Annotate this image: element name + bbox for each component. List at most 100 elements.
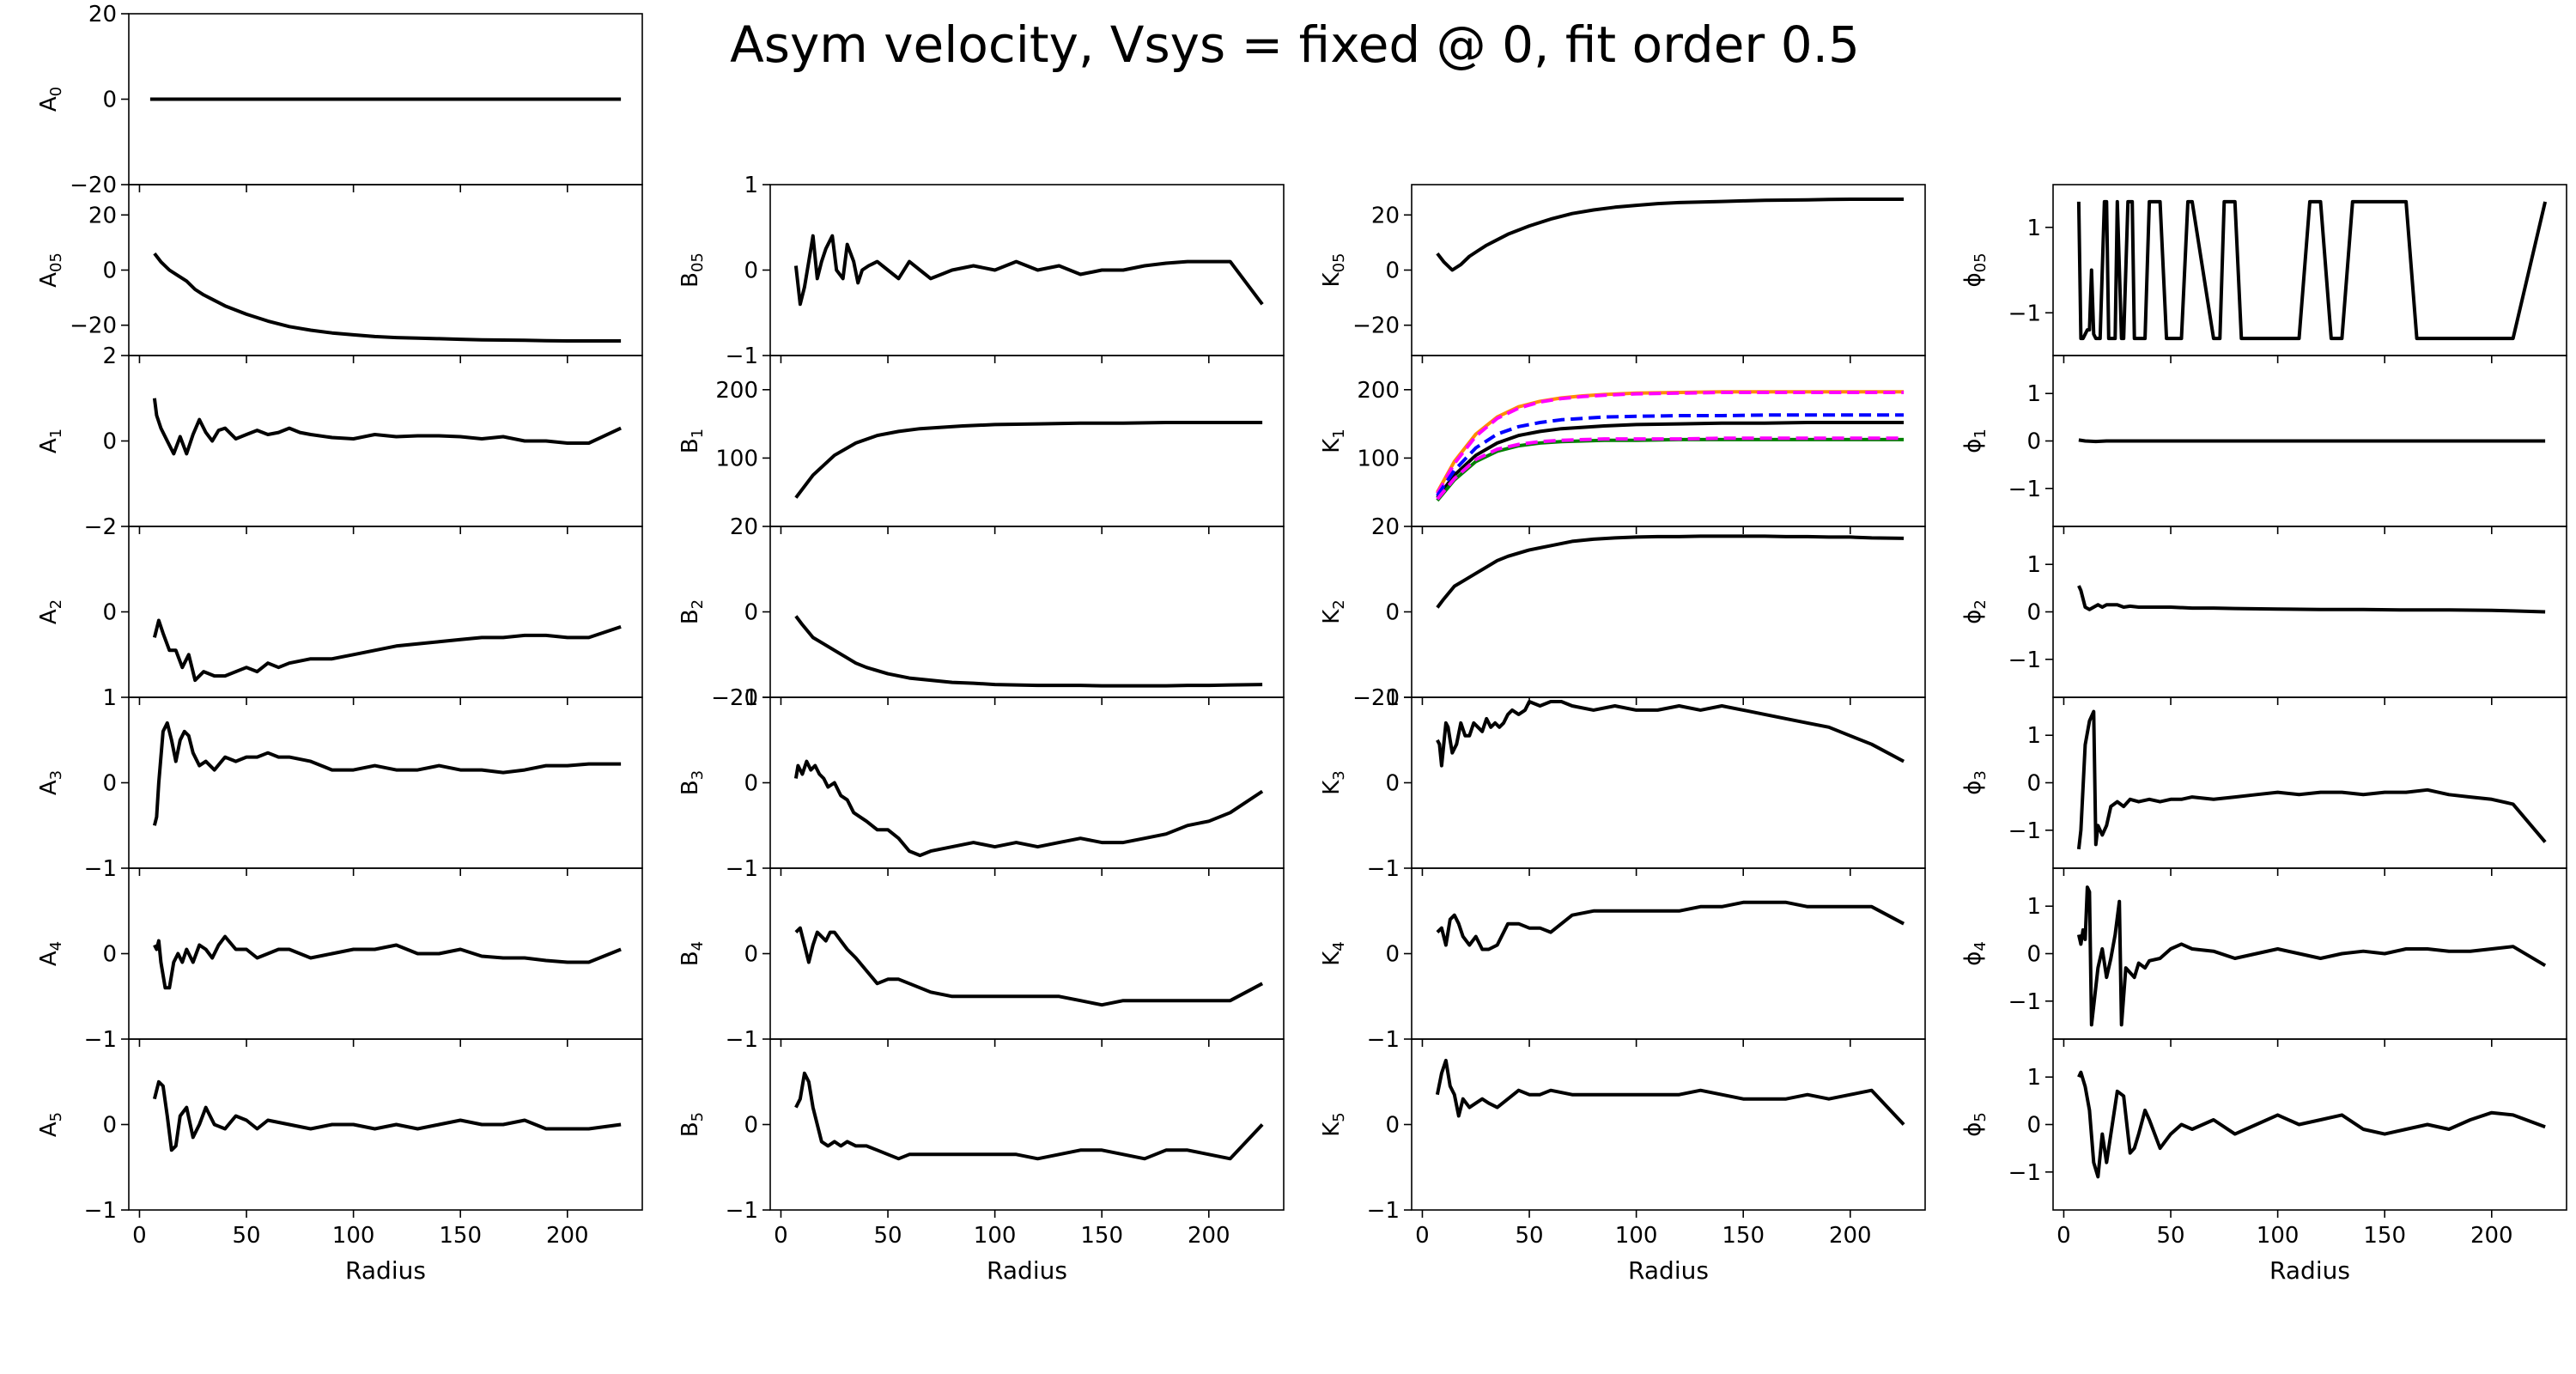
panel-b1: 200 100 B1	[677, 355, 1285, 534]
y-tick-label: 1	[102, 685, 117, 711]
panel-a2: 0 A2	[36, 526, 643, 705]
y-tick-label: −1	[726, 1027, 758, 1053]
panel-a5: 0 −1 0 50 100 150 200 A5 Radius	[36, 1038, 643, 1285]
panel-k1: 200 100 K1	[1319, 355, 1926, 534]
axes-frame-k2	[1411, 526, 1926, 698]
x-tick-label: 0	[2057, 1223, 2071, 1249]
series-line-a3-0	[152, 720, 622, 826]
axes-frame-a1	[128, 355, 643, 527]
y-tick-label: 20	[88, 203, 117, 228]
y-axis-label-a2: A2	[36, 599, 65, 624]
y-tick-label: 0	[102, 600, 117, 626]
y-tick-label: 0	[102, 88, 117, 113]
y-axis-label-a5: A5	[36, 1112, 65, 1137]
x-tick-label: 150	[1722, 1223, 1765, 1249]
y-tick-label: 20	[730, 514, 758, 540]
series-line-phi5-0	[2077, 1070, 2546, 1179]
y-tick-label: 0	[1385, 600, 1400, 626]
panel-b4: 0 −1 B4	[677, 867, 1285, 1053]
y-tick-label: 1	[2026, 216, 2041, 241]
y-tick-label: 1	[2026, 723, 2041, 749]
panel-b05: 1 0 −1 B05	[677, 173, 1285, 369]
series-line-b05-0	[793, 234, 1264, 307]
axes-frame-b4	[769, 867, 1285, 1040]
panel-b2: 20 0 −20 B2	[677, 514, 1285, 711]
y-tick-label: 1	[2026, 381, 2041, 407]
y-tick-label: 0	[102, 429, 117, 455]
axes-frame-k05	[1411, 184, 1926, 356]
axes-frame-a3	[128, 696, 643, 869]
series-line-k1-4	[1436, 437, 1905, 502]
y-tick-label: −1	[2008, 647, 2041, 673]
series-line-b2-0	[794, 615, 1263, 688]
panel-a1: 2 0 −2 A1	[36, 344, 643, 540]
series-line-phi3-0	[2076, 709, 2547, 850]
y-tick-label: −20	[1352, 313, 1400, 339]
axes-frame-b05	[769, 184, 1285, 356]
y-tick-label: 20	[1371, 203, 1400, 228]
y-axis-label-a4: A4	[36, 941, 65, 966]
y-tick-label: 100	[1357, 446, 1400, 471]
panel-phi05: 1 −1 ϕ05	[1960, 184, 2567, 363]
y-axis-label-phi2: ϕ2	[1960, 599, 1990, 624]
series-line-k1-2	[1436, 391, 1905, 495]
y-tick-label: −1	[84, 1198, 117, 1224]
x-tick-label: 200	[1829, 1223, 1872, 1249]
y-tick-label: 0	[102, 258, 117, 284]
panel-k5: 0 −1 0 50 100 150 200 K5 Radius	[1319, 1038, 1926, 1285]
y-tick-label: 0	[102, 1113, 117, 1139]
x-tick-label: 200	[2470, 1223, 2513, 1249]
y-tick-label: −20	[1352, 685, 1400, 711]
y-axis-label-phi4: ϕ4	[1960, 941, 1990, 966]
y-tick-label: 0	[2026, 429, 2041, 455]
y-axis-label-b05: B05	[677, 252, 707, 288]
y-tick-label: 0	[744, 600, 758, 626]
axes-frame-b1	[769, 355, 1285, 527]
x-tick-label: 50	[2156, 1223, 2184, 1249]
y-tick-label: −1	[1367, 1027, 1400, 1053]
y-tick-label: 0	[2026, 942, 2041, 968]
y-axis-label-phi5: ϕ5	[1960, 1112, 1990, 1137]
y-axis-label-k3: K3	[1319, 770, 1348, 795]
panel-phi5: 1 0 −1 0 50 100 150 200 ϕ5 Radius	[1960, 1038, 2567, 1285]
panel-a0: 20 0 −20 A0	[36, 2, 643, 198]
y-axis-label-k4: K4	[1319, 941, 1348, 966]
y-tick-label: 0	[102, 771, 117, 797]
series-line-b5-0	[794, 1071, 1264, 1161]
y-tick-label: 0	[102, 942, 117, 968]
y-tick-label: −1	[726, 344, 758, 369]
series-line-k05-0	[1436, 198, 1905, 272]
axes-frame-b2	[769, 526, 1285, 698]
x-tick-label: 0	[132, 1223, 147, 1249]
y-axis-label-k05: K05	[1319, 253, 1348, 288]
series-line-a4-0	[153, 934, 622, 990]
x-axis-label: Radius	[1628, 1256, 1709, 1285]
y-axis-label-phi3: ϕ3	[1960, 770, 1990, 795]
x-tick-label: 200	[1188, 1223, 1230, 1249]
series-line-k1-3	[1436, 413, 1905, 497]
axes-frame-a5	[128, 1038, 643, 1211]
y-tick-label: 1	[744, 173, 758, 198]
y-tick-label: 1	[2026, 1065, 2041, 1091]
y-tick-label: −20	[70, 313, 117, 339]
y-axis-label-a1: A1	[36, 429, 65, 453]
panel-a3: 1 0 −1 A3	[36, 685, 643, 882]
x-axis-label: Radius	[987, 1256, 1067, 1285]
series-line-k5-0	[1435, 1058, 1905, 1126]
axes-frame-k4	[1411, 867, 1926, 1040]
panel-phi4: 1 0 −1 ϕ4	[1960, 867, 2567, 1047]
x-tick-label: 0	[774, 1223, 788, 1249]
axes-frame-phi3	[2052, 696, 2567, 869]
x-tick-label: 100	[2257, 1223, 2300, 1249]
axes-frame-b3	[769, 696, 1285, 869]
x-tick-label: 150	[1080, 1223, 1123, 1249]
panel-k3: 1 0 −1 K3	[1319, 685, 1926, 882]
series-line-phi1-0	[2078, 438, 2546, 444]
y-tick-label: −1	[84, 1027, 117, 1053]
panel-phi2: 1 0 −1 ϕ2	[1960, 526, 2567, 705]
y-tick-label: 0	[2026, 600, 2041, 626]
y-axis-label-b2: B2	[677, 599, 707, 624]
